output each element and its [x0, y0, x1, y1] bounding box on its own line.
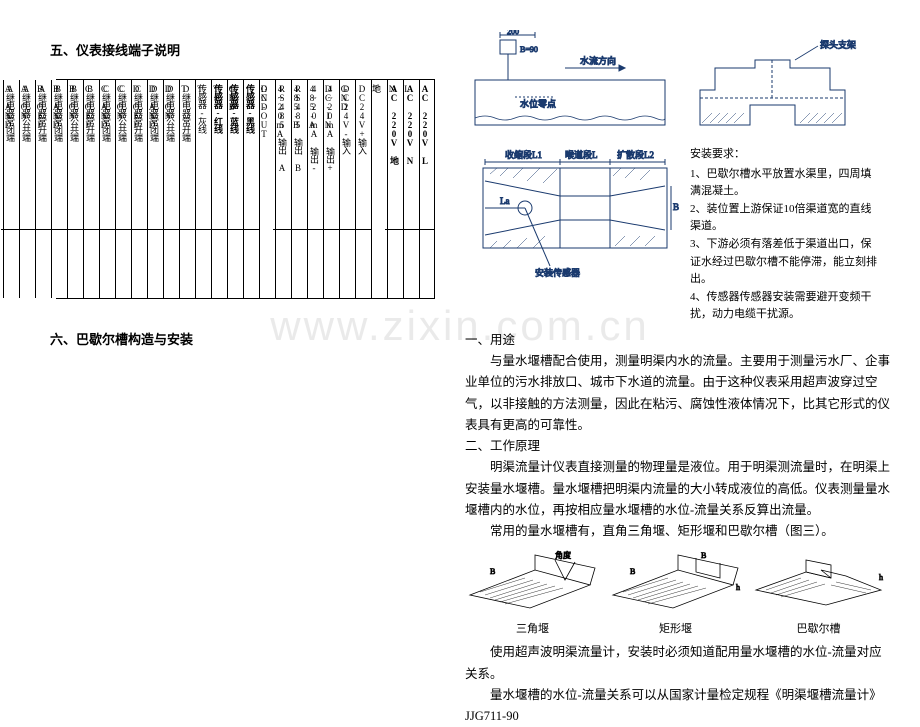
- weir-triangle: 角度 B 三角堰: [465, 550, 600, 636]
- principle-title: 二、工作原理: [465, 436, 890, 457]
- svg-text:安装传感器: 安装传感器: [535, 267, 580, 278]
- install-item: 3、下游必须有落差低于渠道出口，保证水经过巴歇尔槽不能停滞，能立刻排出。: [690, 236, 880, 289]
- install-title: 安装要求：: [690, 146, 880, 164]
- page: 五、仪表接线端子说明 AC 220V LLAC 220V NNAC 220V 地…: [0, 0, 920, 651]
- section6-title: 六、巴歇尔槽构造与安装: [50, 329, 435, 348]
- svg-text:水位零点: 水位零点: [520, 98, 556, 109]
- plan-row: 收缩段L1 喉道段L 扩散段L2: [465, 146, 890, 324]
- use-paragraph: 与量水堰槽配合使用，测量明渠内水的流量。主要用于测量污水厂、企事业单位的污水排放…: [465, 351, 890, 436]
- weir-label: 矩形堰: [608, 620, 743, 636]
- svg-text:探头支架: 探头支架: [820, 39, 856, 50]
- section5-title: 五、仪表接线端子说明: [50, 40, 435, 59]
- side-view-diagram: 200 B=90 水流方向 水位零点: [465, 30, 680, 140]
- svg-text:B: B: [673, 202, 679, 212]
- svg-text:B: B: [701, 551, 706, 560]
- tail-paragraph-2: 量水堰槽的水位-流量关系可以从国家计量检定规程《明渠堰槽流量计》JJG711-9…: [465, 685, 890, 727]
- terminal-code: GND: [335, 80, 353, 150]
- svg-text:B=90: B=90: [520, 45, 538, 54]
- weir-diagram-row: 角度 B 三角堰 B: [465, 550, 890, 636]
- terminal-code: GND: [223, 80, 241, 150]
- svg-text:B: B: [490, 567, 495, 576]
- weir-label: 巴歇尔槽: [751, 620, 886, 636]
- install-notes: 安装要求： 1、巴歇尔槽水平放置水渠里，四周填满混凝土。2、装位置上游保证10倍…: [690, 146, 880, 324]
- principle-paragraph-1: 明渠流量计仪表直接测量的物理量是液位。用于明渠测流量时，在明渠上安装量水堰槽。量…: [465, 457, 890, 521]
- use-title: 一、用途: [465, 330, 890, 351]
- install-item: 4、传感器传感器安装需要避开变频干扰，动力电缆干扰源。: [690, 289, 880, 324]
- svg-text:200: 200: [507, 30, 519, 36]
- svg-text:B: B: [630, 567, 635, 576]
- weir-label: 三角堰: [465, 620, 600, 636]
- right-column: 200 B=90 水流方向 水位零点 探头支架: [455, 0, 920, 651]
- weir-parshall: h 巴歇尔槽: [751, 550, 886, 636]
- terminal-table: AC 220V LLAC 220V NNAC 220V 地地TDC24V+输入G…: [56, 79, 435, 299]
- svg-text:喉道段L: 喉道段L: [565, 149, 598, 160]
- svg-text:水流方向: 水流方向: [580, 55, 616, 66]
- plan-view-diagram: 收缩段L1 喉道段L 扩散段L2: [465, 146, 680, 324]
- terminal-column: AC 220V LL: [419, 80, 435, 298]
- install-item: 2、装位置上游保证10倍渠道宽的直线渠道。: [690, 201, 880, 236]
- svg-text:扩散段L2: 扩散段L2: [617, 149, 654, 160]
- left-column: 五、仪表接线端子说明 AC 220V LLAC 220V NNAC 220V 地…: [0, 0, 455, 651]
- svg-text:h: h: [879, 573, 883, 582]
- tail-paragraph-1: 使用超声波明渠流量计，安装时必须知道配用量水堰槽的水位-流量对应关系。: [465, 642, 890, 685]
- install-item: 1、巴歇尔槽水平放置水渠里，四周填满混凝土。: [690, 166, 880, 201]
- top-diagram-row: 200 B=90 水流方向 水位零点 探头支架: [465, 30, 890, 140]
- terminal-label: AC 220V L: [416, 80, 434, 230]
- principle-paragraph-2: 常用的量水堰槽有，直角三角堰、矩形堰和巴歇尔槽（图三）。: [465, 521, 890, 542]
- bracket-diagram: 探头支架: [690, 30, 875, 140]
- terminal-code: L: [398, 80, 416, 150]
- weir-rect: B B h 矩形堰: [608, 550, 743, 636]
- svg-text:La: La: [500, 196, 510, 206]
- svg-text:角度: 角度: [555, 550, 571, 560]
- svg-text:收缩段L1: 收缩段L1: [505, 149, 542, 160]
- svg-text:h: h: [736, 583, 740, 592]
